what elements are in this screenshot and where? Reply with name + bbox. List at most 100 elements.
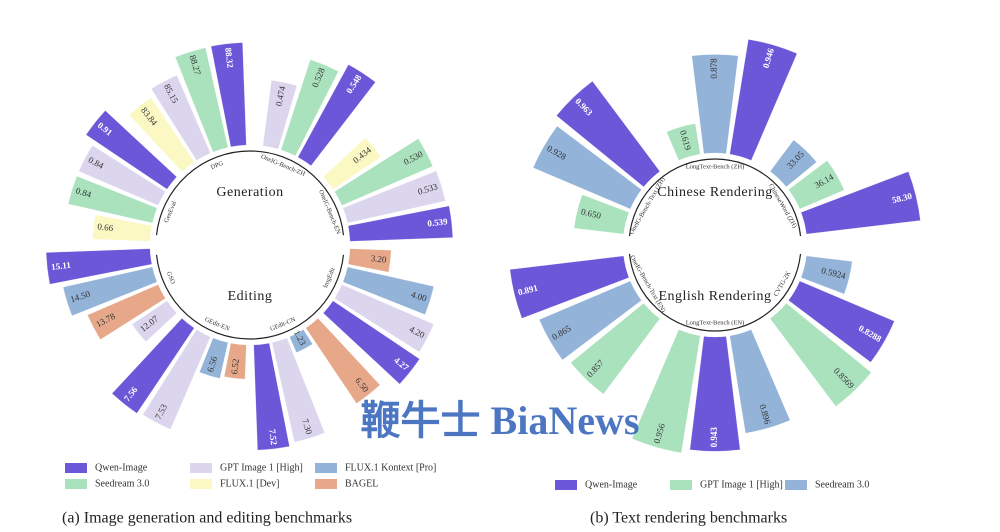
value-label: 7.30 [300,418,314,436]
bar [570,302,661,395]
legend-swatch [190,463,212,473]
value-label: 6.56 [205,355,219,373]
bar [305,318,381,404]
bar [151,75,211,161]
bar [280,59,339,157]
legend-label: BAGEL [345,478,378,489]
bar [788,160,845,210]
bar [85,110,177,190]
bar [45,248,153,285]
value-label: 7.52 [267,429,279,446]
bar [556,80,661,188]
section-label: English Rendering [658,289,771,304]
bar [800,255,853,295]
bar [691,54,739,154]
legend-swatch [555,480,577,490]
benchmark-label: GSO [165,271,177,286]
bar [347,205,453,242]
bar [538,280,642,361]
bar [92,214,153,242]
value-label: 0.84 [75,185,93,199]
bar [175,47,229,153]
section-label: Chinese Rendering [657,185,772,200]
bar [729,39,798,161]
section-label: Editing [228,289,273,304]
legend-label: FLUX.1 Kontext [Pro] [345,462,436,473]
bar [297,64,376,166]
section-arc [155,254,345,340]
benchmark-label: LongText-Bench (ZH) [686,163,745,170]
bar [111,318,195,414]
bar [323,300,420,385]
bar [271,337,325,443]
legend-swatch [65,479,87,489]
bar [800,171,921,235]
legend-swatch [315,479,337,489]
legend-swatch [190,479,212,489]
value-label: 0.943 [709,427,719,448]
bar [788,280,895,363]
value-label: 15.11 [51,260,72,272]
section-arc [628,158,802,237]
benchmark-label: DPG [210,160,225,172]
bar [689,336,741,452]
bar [199,337,229,379]
caption: (a) Image generation and editing benchma… [62,510,352,527]
bar [67,175,158,224]
value-label: 0.878 [709,58,719,79]
bar [223,342,247,380]
bar [323,137,382,190]
bar [573,194,630,235]
bar [289,329,313,353]
section-arc [155,150,345,236]
legend-label: Qwen-Image [585,479,638,490]
bar [87,284,166,340]
benchmark-label: GEdit-CN [269,316,297,333]
legend-swatch [670,480,692,490]
bar [128,97,195,172]
bar [342,266,434,315]
bar [78,145,166,206]
bar [142,329,211,430]
legend-label: GPT Image 1 [High] [700,479,783,490]
legend-label: FLUX.1 [Dev] [220,478,279,489]
bar [262,80,298,150]
bar [253,342,290,451]
value-label: 88.32 [223,47,235,69]
bar [347,248,392,273]
value-label: 3.20 [370,253,387,265]
benchmark-label: LongText-Bench (EN) [686,319,745,326]
legend-swatch [315,463,337,473]
bar [342,170,446,224]
bar [532,125,642,210]
bar [729,329,791,434]
bar [131,300,177,342]
value-label: 0.539 [427,216,449,228]
legend-label: Qwen-Image [95,462,148,473]
caption: (b) Text rendering benchmarks [590,510,787,527]
bar [334,284,435,353]
value-label: 58.30 [891,191,914,206]
section-label: Generation [216,185,283,200]
legend-swatch [785,480,807,490]
benchmark-label: CVTG-2K [773,270,793,298]
bar [769,302,872,407]
bar [210,42,247,148]
value-label: 0.66 [97,221,114,233]
bar [666,123,701,161]
legend-label: GPT Image 1 [High] [220,462,303,473]
value-label: 0.891 [517,283,540,298]
watermark: 鞭牛士 BiaNews [361,398,640,443]
bar [509,255,630,319]
bar [334,138,434,206]
value-label: 0.650 [580,206,603,221]
value-label: 0.474 [273,85,287,107]
section-arc [628,253,802,332]
legend-swatch [65,463,87,473]
legend-label: Seedream 3.0 [95,478,149,489]
bar [769,139,817,188]
bar [631,329,701,454]
bar [62,266,158,317]
